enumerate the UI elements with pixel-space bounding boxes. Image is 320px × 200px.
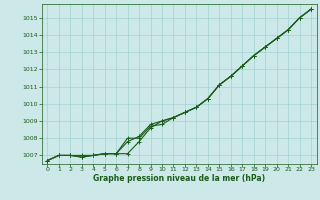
X-axis label: Graphe pression niveau de la mer (hPa): Graphe pression niveau de la mer (hPa) <box>93 174 265 183</box>
